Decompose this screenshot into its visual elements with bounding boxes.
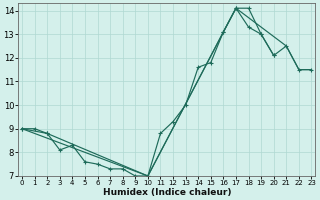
X-axis label: Humidex (Indice chaleur): Humidex (Indice chaleur) <box>102 188 231 197</box>
